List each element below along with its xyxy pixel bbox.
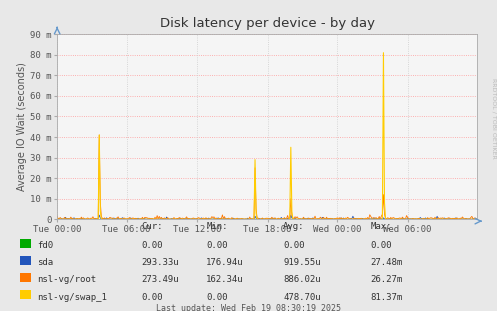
Text: 273.49u: 273.49u — [142, 276, 179, 284]
Text: 81.37m: 81.37m — [370, 293, 403, 301]
Text: Max:: Max: — [370, 221, 392, 230]
Text: 26.27m: 26.27m — [370, 276, 403, 284]
Title: Disk latency per device - by day: Disk latency per device - by day — [160, 17, 375, 30]
Text: 162.34u: 162.34u — [206, 276, 244, 284]
Text: fd0: fd0 — [37, 241, 53, 250]
Text: 886.02u: 886.02u — [283, 276, 321, 284]
Text: 293.33u: 293.33u — [142, 258, 179, 267]
Text: RRDTOOL / TOBI OETIKER: RRDTOOL / TOBI OETIKER — [491, 78, 496, 159]
Text: 0.00: 0.00 — [142, 293, 163, 301]
Text: nsl-vg/swap_1: nsl-vg/swap_1 — [37, 293, 107, 301]
Text: 0.00: 0.00 — [283, 241, 305, 250]
Text: 0.00: 0.00 — [206, 241, 228, 250]
Text: 919.55u: 919.55u — [283, 258, 321, 267]
Text: 0.00: 0.00 — [142, 241, 163, 250]
Text: 478.70u: 478.70u — [283, 293, 321, 301]
Text: nsl-vg/root: nsl-vg/root — [37, 276, 96, 284]
Text: Avg:: Avg: — [283, 221, 305, 230]
Text: Cur:: Cur: — [142, 221, 163, 230]
Text: Last update: Wed Feb 19 08:30:19 2025: Last update: Wed Feb 19 08:30:19 2025 — [156, 304, 341, 311]
Text: Min:: Min: — [206, 221, 228, 230]
Text: 0.00: 0.00 — [206, 293, 228, 301]
Text: 0.00: 0.00 — [370, 241, 392, 250]
Y-axis label: Average IO Wait (seconds): Average IO Wait (seconds) — [17, 62, 27, 191]
Text: 27.48m: 27.48m — [370, 258, 403, 267]
Text: sda: sda — [37, 258, 53, 267]
Text: 176.94u: 176.94u — [206, 258, 244, 267]
